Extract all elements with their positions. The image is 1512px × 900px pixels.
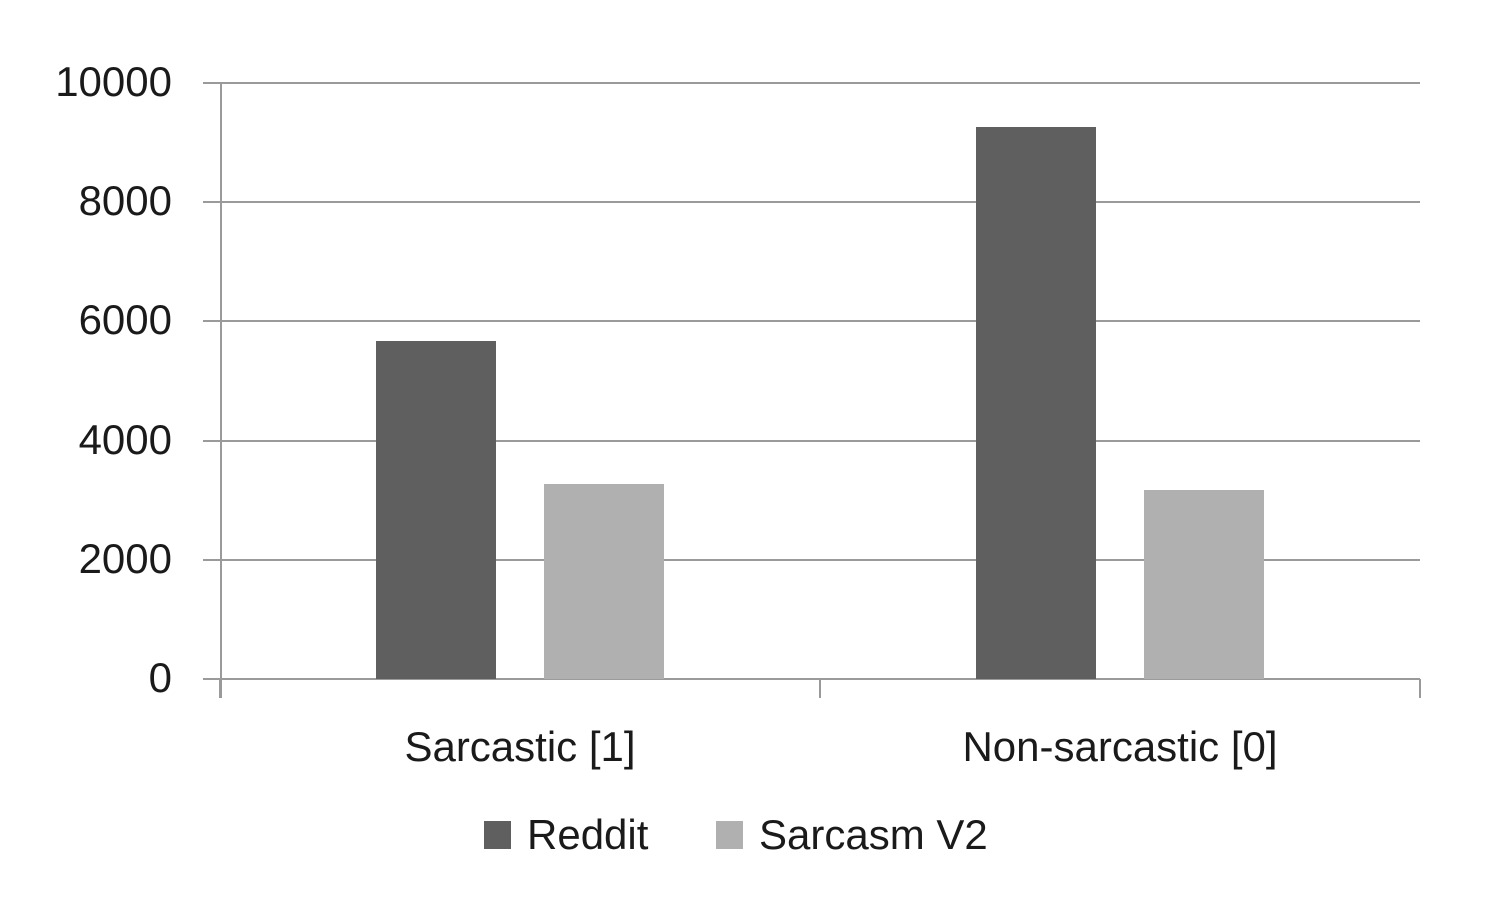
x-category-label: Non-sarcastic [0] [962, 723, 1278, 770]
y-tick-label: 4000 [78, 416, 172, 463]
y-tick [203, 678, 221, 680]
bar-reddit-sarcastic [376, 341, 496, 679]
y-tick-label: 2000 [78, 535, 172, 582]
legend-label-reddit: Reddit [527, 811, 649, 858]
y-tick [203, 201, 221, 203]
bar-sarcasm-v2-sarcastic [544, 484, 664, 679]
legend-swatch-reddit [484, 821, 511, 849]
legend-item-sarcasm-v2: Sarcasm V2 [716, 810, 988, 860]
legend: Reddit Sarcasm V2 [0, 810, 1512, 860]
legend-swatch-sarcasm-v2 [716, 821, 743, 849]
legend-label-sarcasm-v2: Sarcasm V2 [759, 811, 988, 858]
legend-item-reddit: Reddit [484, 810, 648, 860]
y-tick-label: 8000 [78, 177, 172, 224]
gridline [220, 201, 1420, 203]
gridline [220, 320, 1420, 322]
gridline [220, 82, 1420, 84]
x-tick [819, 679, 821, 698]
x-tick [1419, 679, 1421, 698]
y-tick-label: 0 [148, 654, 172, 701]
y-tick [203, 320, 221, 322]
x-category-label: Sarcastic [1] [404, 723, 636, 770]
y-tick [203, 440, 221, 442]
gridline [220, 559, 1420, 561]
bar-sarcasm-v2-non-sarcastic [1144, 490, 1264, 679]
y-tick-label: 6000 [78, 296, 172, 343]
y-axis-line [220, 83, 222, 698]
y-tick-label: 10000 [55, 58, 172, 105]
y-tick [203, 559, 221, 561]
bar-reddit-non-sarcastic [976, 127, 1096, 679]
gridline [220, 440, 1420, 442]
y-tick [203, 82, 221, 84]
x-tick [219, 679, 221, 698]
